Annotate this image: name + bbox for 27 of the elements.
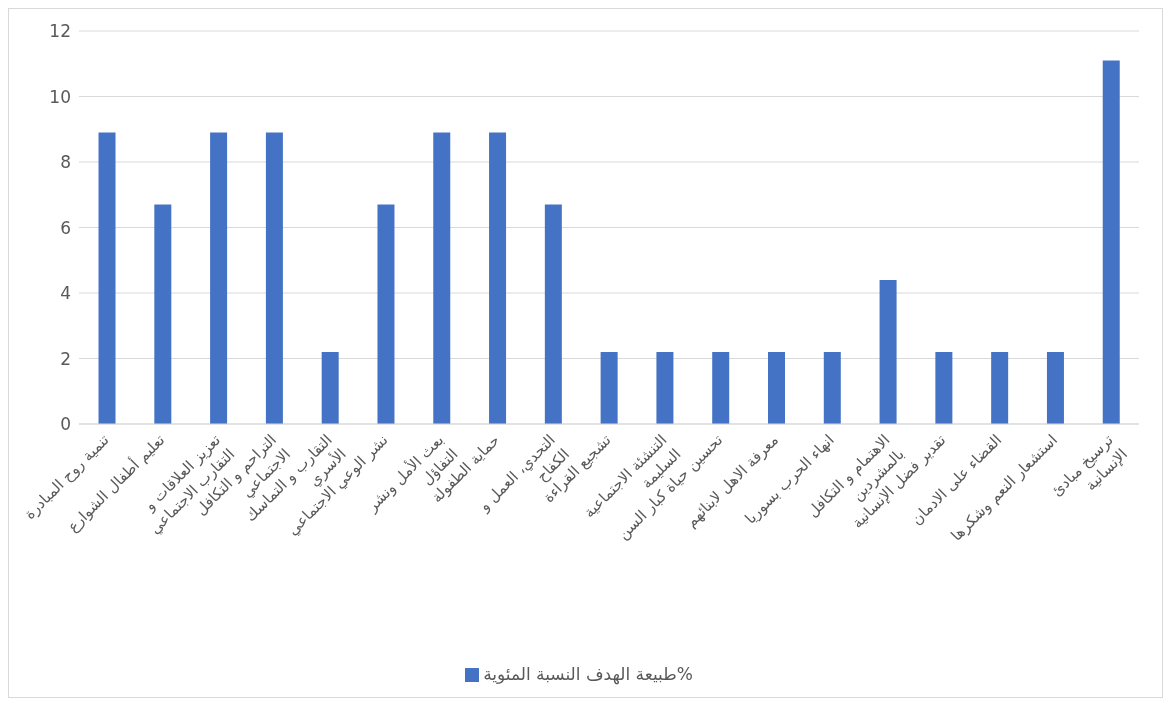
bar [265, 132, 283, 424]
bar [823, 351, 841, 424]
bar [154, 204, 172, 424]
bar [98, 132, 116, 424]
y-tick-label: 8 [60, 152, 71, 173]
bar [433, 132, 451, 424]
bar [489, 132, 507, 424]
legend-label: طبيعة الهدف النسبة المئوية% [483, 664, 693, 684]
bar [321, 351, 339, 424]
bar [768, 351, 785, 424]
bar [656, 351, 674, 424]
y-tick-label: 2 [60, 348, 71, 369]
bar [1046, 351, 1064, 424]
y-tick-label: 4 [60, 283, 71, 304]
bar [879, 279, 897, 424]
bar [1102, 60, 1120, 424]
bar [991, 351, 1009, 424]
bar [377, 204, 395, 424]
bar [544, 204, 562, 424]
y-tick-label: 6 [60, 217, 71, 238]
bar [210, 132, 228, 424]
y-tick-label: 0 [60, 414, 71, 435]
bar [600, 351, 618, 424]
y-tick-label: 10 [49, 86, 71, 107]
bar [935, 351, 953, 424]
y-tick-label: 12 [49, 21, 71, 42]
bar [712, 351, 730, 424]
